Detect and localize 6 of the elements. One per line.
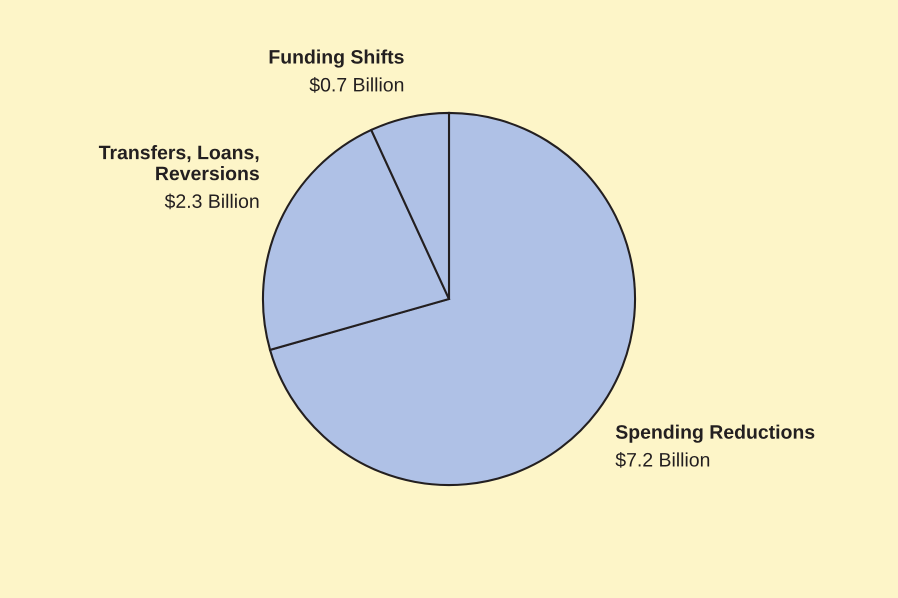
data-label: $2.3 Billion [164,193,258,210]
slice-label: Transfers, Loans, Reversions [98,145,259,180]
data-label: $7.2 Billion [615,452,710,468]
slice-label: Funding Shifts [270,49,404,68]
data-label: $0.7 Billion [310,77,404,93]
slice-label: Spending Reductions [616,424,814,443]
